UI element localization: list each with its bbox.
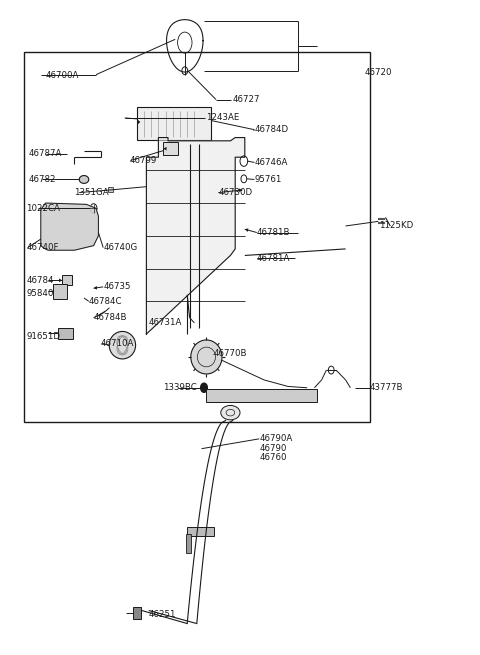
Ellipse shape xyxy=(79,176,89,183)
Polygon shape xyxy=(94,286,97,290)
Text: 46746A: 46746A xyxy=(254,158,288,167)
Text: 46770B: 46770B xyxy=(214,349,247,358)
Ellipse shape xyxy=(221,405,240,420)
Polygon shape xyxy=(245,229,248,232)
Text: 46782: 46782 xyxy=(29,175,56,184)
Text: 46799: 46799 xyxy=(130,156,157,165)
Bar xyxy=(163,142,178,155)
Text: 46731A: 46731A xyxy=(149,318,182,328)
Text: 46740G: 46740G xyxy=(103,243,137,252)
Text: 46784: 46784 xyxy=(26,276,54,285)
Text: 46727: 46727 xyxy=(233,95,260,104)
Text: 43777B: 43777B xyxy=(370,383,403,392)
Polygon shape xyxy=(163,147,167,151)
Text: 46781B: 46781B xyxy=(257,228,290,237)
Polygon shape xyxy=(59,278,62,282)
Bar xyxy=(206,389,317,402)
Bar xyxy=(108,187,113,192)
Text: 46781A: 46781A xyxy=(257,253,290,263)
Text: 46720: 46720 xyxy=(365,67,392,77)
Polygon shape xyxy=(146,138,245,334)
Text: 46730D: 46730D xyxy=(218,188,252,197)
Text: 46740F: 46740F xyxy=(26,243,59,252)
Bar xyxy=(137,107,211,140)
Bar xyxy=(24,52,370,422)
Text: 46735: 46735 xyxy=(103,282,131,291)
Text: 91651D: 91651D xyxy=(26,331,60,341)
Circle shape xyxy=(201,383,207,392)
Polygon shape xyxy=(41,203,98,250)
Text: 46700A: 46700A xyxy=(46,71,79,80)
Text: 95840: 95840 xyxy=(26,289,54,298)
Text: 46790A: 46790A xyxy=(259,434,292,443)
Text: 46787A: 46787A xyxy=(29,149,62,159)
Text: 1339BC: 1339BC xyxy=(163,383,197,392)
Text: 46784D: 46784D xyxy=(254,125,288,134)
Text: 46784C: 46784C xyxy=(89,297,122,306)
Bar xyxy=(53,284,67,299)
Text: 1351GA: 1351GA xyxy=(74,188,109,197)
Polygon shape xyxy=(239,189,242,192)
Text: 46760: 46760 xyxy=(259,453,287,462)
Text: 46790: 46790 xyxy=(259,443,287,453)
Text: 1022CA: 1022CA xyxy=(26,204,60,213)
Text: 46251: 46251 xyxy=(149,610,176,619)
Bar xyxy=(186,534,191,553)
Bar xyxy=(62,275,72,285)
Text: 1125KD: 1125KD xyxy=(379,221,413,231)
Text: 95761: 95761 xyxy=(254,175,282,184)
Bar xyxy=(133,607,141,619)
Text: 46784B: 46784B xyxy=(94,313,127,322)
Text: 1243AE: 1243AE xyxy=(206,113,240,122)
Polygon shape xyxy=(137,119,140,124)
Bar xyxy=(58,328,73,339)
Ellipse shape xyxy=(109,331,135,359)
Bar xyxy=(187,527,214,536)
Text: 46710A: 46710A xyxy=(101,339,134,348)
Ellipse shape xyxy=(191,340,222,374)
